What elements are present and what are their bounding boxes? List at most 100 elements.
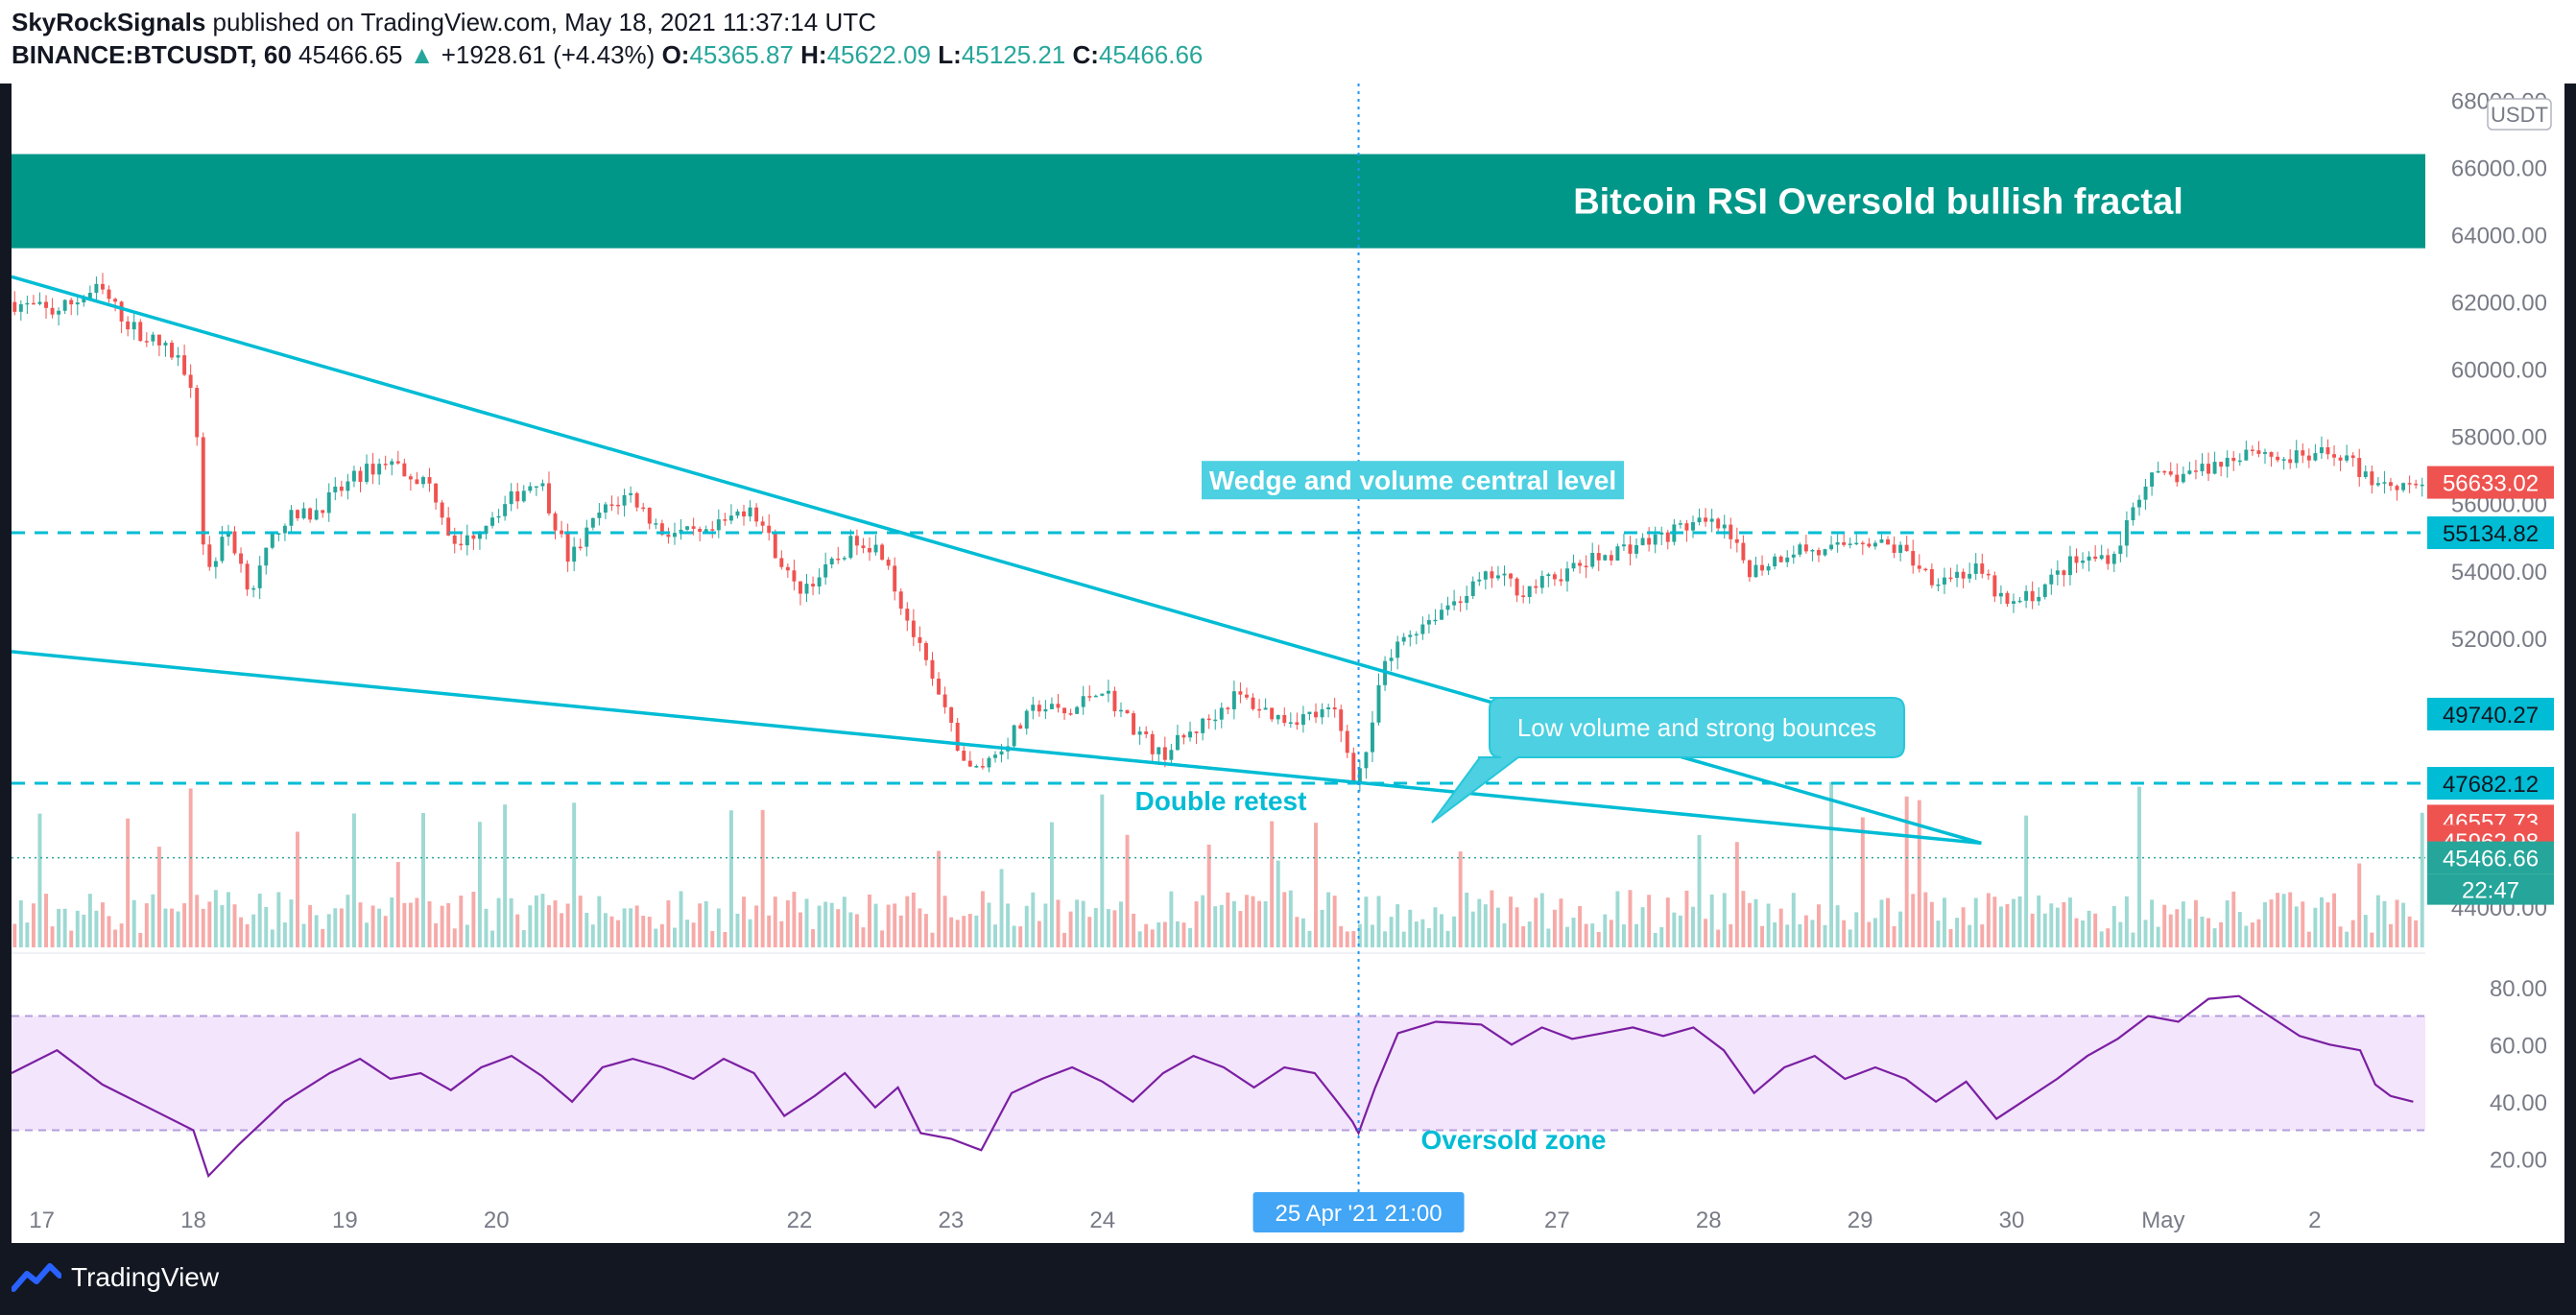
volume-bar	[415, 897, 419, 947]
time-axis-label: 2	[2308, 1207, 2321, 1233]
candle-body	[326, 491, 331, 514]
crosshair-time-badge: 25 Apr '21 21:00	[1252, 1192, 1465, 1232]
volume-bar	[2263, 902, 2267, 947]
candle-body	[1181, 734, 1186, 738]
candle-body	[1803, 544, 1808, 552]
candle-body	[421, 477, 425, 485]
candle-body	[2250, 449, 2254, 452]
candle-body	[1590, 553, 1595, 567]
candle-body	[861, 545, 866, 549]
volume-bar	[1433, 907, 1438, 947]
volume-bar	[440, 905, 444, 947]
volume-bar	[854, 914, 859, 947]
volume-bar	[2338, 926, 2343, 947]
candle-body	[918, 636, 922, 643]
volume-bar	[1144, 923, 1149, 947]
candle-body	[2181, 473, 2185, 483]
candle-body	[496, 515, 501, 518]
candle-body	[1483, 571, 1488, 580]
volume-bar	[1886, 897, 1890, 947]
volume-bar	[659, 923, 664, 947]
volume-bar	[1672, 912, 1677, 947]
volume-bar	[1445, 930, 1450, 947]
currency-badge-text: USDT	[2491, 103, 2548, 127]
candle-body	[1018, 725, 1023, 729]
candle-body	[107, 289, 111, 299]
volume-bar	[251, 914, 256, 947]
volume-bar	[1904, 796, 1909, 947]
candle-body	[465, 535, 469, 546]
candle-body	[101, 283, 105, 290]
volume-bar	[1219, 904, 1224, 947]
candle-body	[1502, 573, 1507, 576]
candle-body	[1986, 573, 1991, 576]
candle-body	[1753, 564, 1758, 578]
volume-bar	[1704, 919, 1708, 947]
publisher-name[interactable]: SkyRockSignals	[12, 8, 206, 36]
volume-bar	[785, 899, 790, 947]
volume-bar	[101, 902, 105, 947]
volume-bar	[75, 910, 80, 947]
volume-bar	[1201, 895, 1205, 947]
volume-bar	[905, 896, 910, 947]
candle-body	[452, 535, 457, 544]
candle-body	[1521, 595, 1526, 597]
candle-body	[1747, 560, 1752, 578]
candle-body	[1584, 565, 1588, 568]
candle-body	[2175, 474, 2180, 483]
candle-body	[2263, 451, 2267, 454]
volume-bar	[370, 905, 375, 947]
candle-body	[69, 299, 74, 305]
volume-bar	[2395, 899, 2399, 947]
volume-bar	[176, 911, 180, 947]
candle-body	[213, 561, 218, 567]
candle-body	[1119, 709, 1123, 712]
volume-bar	[163, 908, 168, 947]
open-value: 45365.87	[689, 40, 794, 69]
banner-title: Bitcoin RSI Oversold bullish fractal	[1573, 182, 2183, 223]
time-axis-label: 17	[29, 1207, 55, 1233]
volume-bar	[1162, 921, 1167, 947]
candle-body	[1791, 554, 1796, 558]
volume-bar	[754, 905, 759, 947]
candle-body	[2042, 584, 2047, 597]
rsi-tick-label: 20.00	[2490, 1147, 2547, 1173]
volume-bar	[1892, 925, 1896, 947]
central-level-label-bg	[1202, 461, 1624, 500]
volume-bar	[911, 892, 916, 947]
candle-body	[1389, 658, 1394, 661]
volume-bar	[408, 902, 413, 947]
candle-body	[1571, 562, 1576, 569]
volume-bar	[1420, 919, 1425, 947]
volume-bar	[503, 804, 508, 947]
candle-body	[565, 534, 570, 562]
tradingview-logo[interactable]: TradingView	[12, 1260, 219, 1295]
volume-bar	[2206, 918, 2211, 947]
volume-bar	[1860, 817, 1865, 947]
volume-bar	[2137, 786, 2141, 947]
volume-bar	[2244, 925, 2249, 947]
volume-bar	[2049, 903, 2054, 947]
price-tick-label: 58000.00	[2451, 425, 2547, 451]
current-price-badge: 45466.66	[2427, 841, 2554, 874]
retest-level-badge-bg	[2427, 767, 2554, 801]
volume-bar	[1257, 900, 1262, 947]
low-value: 45125.21	[961, 40, 1066, 69]
volume-bar	[955, 920, 960, 947]
candle-body	[609, 504, 614, 506]
volume-bar	[1515, 907, 1519, 947]
candle-body	[1559, 579, 1563, 582]
volume-bar	[930, 932, 935, 947]
volume-bar	[1798, 923, 1802, 947]
candle-body	[314, 510, 319, 520]
close-value: 45466.66	[1098, 40, 1204, 69]
candle-body	[1854, 542, 1859, 545]
symbol-name[interactable]: BINANCE:BTCUSDT, 60	[12, 40, 292, 69]
volume-bar	[213, 890, 218, 947]
candle-body	[2156, 470, 2160, 473]
volume-bar	[1100, 794, 1105, 947]
price-chart[interactable]: Bitcoin RSI Oversold bullish fractal Wedg…	[12, 84, 2564, 1243]
candle-body	[289, 510, 294, 526]
volume-bar	[2030, 913, 2035, 947]
volume-bar	[446, 902, 451, 947]
